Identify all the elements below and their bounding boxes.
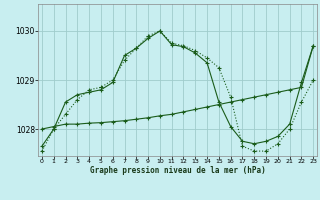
X-axis label: Graphe pression niveau de la mer (hPa): Graphe pression niveau de la mer (hPa) [90,166,266,175]
